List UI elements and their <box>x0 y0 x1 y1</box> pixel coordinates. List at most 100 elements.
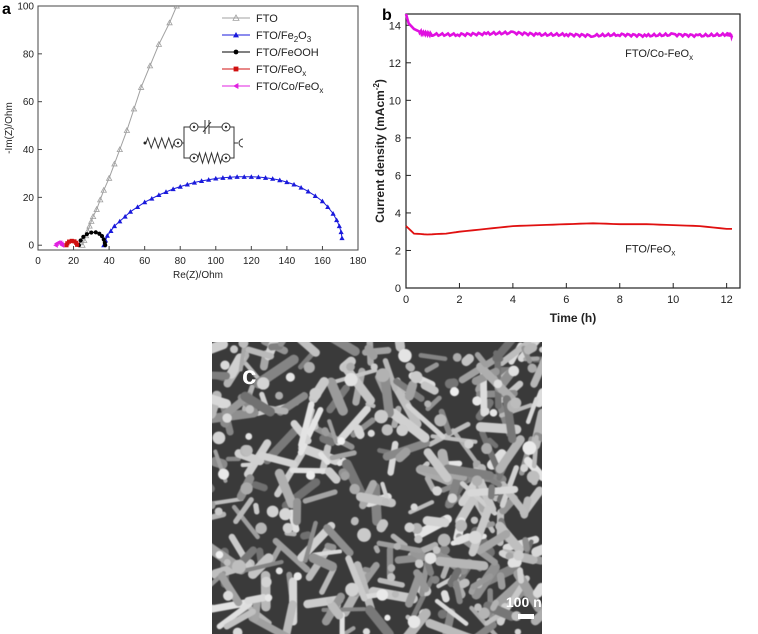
nanorod <box>340 471 350 481</box>
plot-frame <box>37 5 359 251</box>
nanorod-tip <box>481 443 493 455</box>
nanorod <box>334 405 371 446</box>
nanorod <box>424 362 439 373</box>
data-point <box>122 213 128 219</box>
legend-label: FTO/Co/FeOx <box>256 81 323 95</box>
nanorod-tip <box>220 360 230 370</box>
nanorod <box>434 598 469 626</box>
nanorod <box>486 449 507 470</box>
nanorod <box>405 403 446 440</box>
nanorod <box>418 353 448 362</box>
data-point <box>93 205 100 212</box>
nanorod <box>530 353 542 388</box>
nanorod <box>447 567 462 588</box>
legend-label: FTO/FeOx <box>256 64 306 78</box>
x-tick-label: 0 <box>35 256 41 267</box>
nanorod-tip <box>275 567 283 575</box>
series-line-1 <box>405 222 732 236</box>
nanorod <box>238 546 258 566</box>
y-tick-label: 14 <box>389 20 401 32</box>
nanorod-tip <box>362 628 371 634</box>
nanorod-tip <box>434 414 447 427</box>
data-point <box>78 238 83 243</box>
data-point <box>101 237 106 242</box>
nanorod-tip <box>464 439 474 449</box>
data-point <box>134 204 141 210</box>
data-point <box>127 209 134 214</box>
y-tick-label: 0 <box>395 283 401 295</box>
nanorod-tip <box>437 533 451 547</box>
nanorod-tip <box>279 508 292 521</box>
nanorod-tip <box>432 546 441 554</box>
nanorod <box>461 353 475 367</box>
data-point <box>137 83 145 90</box>
x-tick-label: 2 <box>456 294 462 306</box>
nanorod-tip <box>471 475 483 487</box>
sem-micrograph: c 100 nm <box>212 342 542 634</box>
data-point <box>69 238 74 243</box>
nanorod <box>243 361 263 383</box>
nanorod <box>279 600 297 634</box>
data-point <box>213 175 219 181</box>
equivalent-circuit-icon <box>143 120 244 165</box>
nanorod-tip <box>489 409 498 417</box>
data-point <box>334 217 340 223</box>
series-line <box>103 176 343 246</box>
nanorod-tip <box>223 590 234 601</box>
y-tick-label: 2 <box>395 245 401 257</box>
nanorod <box>414 559 424 569</box>
y-tick-label: 0 <box>28 241 34 252</box>
nanorod <box>277 342 287 347</box>
data-point <box>291 181 297 187</box>
nanorod <box>345 555 368 602</box>
nanorod <box>523 456 542 482</box>
legend-label: FTO/Fe2O3 <box>256 30 312 44</box>
nanorod <box>420 381 439 395</box>
nanorod <box>324 542 337 551</box>
nanorod-tip <box>345 582 359 597</box>
nanorod-tip <box>344 373 358 387</box>
data-point <box>277 177 283 183</box>
nanorod <box>337 626 356 634</box>
legend-marker <box>232 14 240 21</box>
x-tick-label: 80 <box>175 256 187 267</box>
plot-frame <box>405 13 741 289</box>
nanorod <box>502 395 517 444</box>
nanorod <box>525 396 539 425</box>
nanorod-tip <box>241 445 253 456</box>
series-4 <box>53 239 65 248</box>
nanorod-tip <box>449 387 459 397</box>
scale-bar <box>518 614 534 619</box>
data-point <box>111 223 118 229</box>
data-point <box>117 218 123 224</box>
x-tick-label: 140 <box>279 256 296 267</box>
data-point <box>130 105 138 112</box>
nanorod <box>212 500 216 510</box>
x-tick-label: 60 <box>139 256 151 267</box>
nanorod <box>380 372 394 418</box>
nanorod <box>413 569 430 593</box>
data-point <box>220 175 226 180</box>
nanorod-tip <box>508 365 520 377</box>
nanorod-tip <box>387 564 396 572</box>
data-point <box>170 186 176 192</box>
nanorod-tip <box>231 559 246 574</box>
nanorod-tip <box>424 400 432 408</box>
nanorod-tip <box>410 503 418 511</box>
stability-chart: b 0 2 4 6 8 10 12 0 2 4 6 8 10 12 14 Time (h) Current de… <box>372 7 741 325</box>
data-point <box>336 223 342 229</box>
data-point <box>88 217 95 224</box>
nanorod <box>479 429 503 477</box>
nanorod-tip <box>514 628 522 634</box>
x-tick-label: 40 <box>104 256 116 267</box>
data-point <box>330 211 336 216</box>
nanorod <box>303 595 344 609</box>
nanorod <box>251 481 268 492</box>
nanorod <box>240 462 253 468</box>
x-tick-label: 6 <box>563 294 569 306</box>
data-point <box>305 188 311 194</box>
nanorod <box>292 498 302 526</box>
nanorod <box>364 344 378 360</box>
nanorod <box>534 388 542 408</box>
y-tick-label: 12 <box>389 58 401 70</box>
